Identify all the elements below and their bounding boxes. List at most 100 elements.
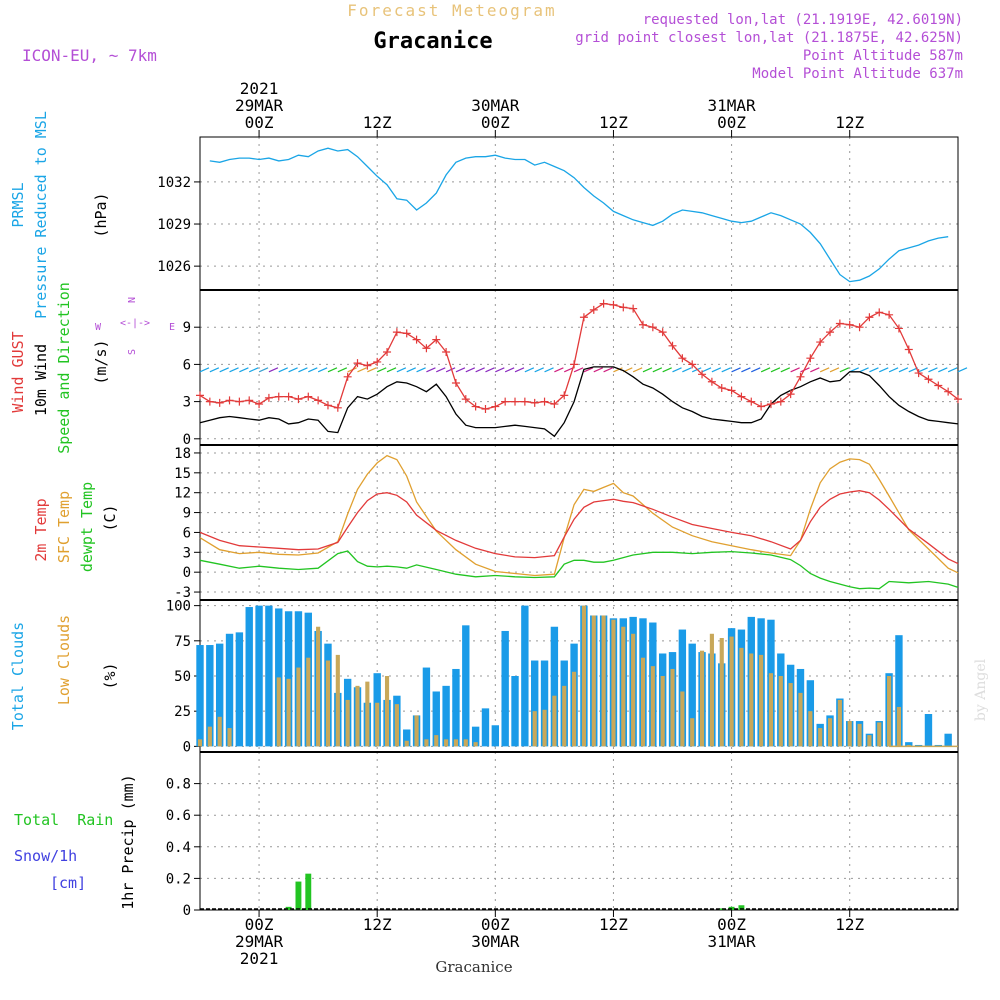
- gust-marker: [688, 360, 697, 369]
- y-tick-label: 9: [183, 506, 191, 522]
- low-cloud-bar: [355, 685, 360, 747]
- rain-bar: [305, 873, 312, 910]
- gust-marker: [865, 313, 874, 322]
- wind-direction-arrow: [406, 367, 416, 373]
- wind-direction-arrow: [711, 367, 722, 373]
- y-tick-label: 6: [183, 525, 191, 541]
- wind-direction-arrow: [524, 367, 535, 373]
- gust-marker: [550, 400, 559, 409]
- y-tick-label: 1029: [157, 217, 191, 233]
- gust-marker: [471, 402, 480, 411]
- wind-direction-arrow: [239, 367, 249, 373]
- total-cloud-bar: [491, 725, 500, 747]
- gust-marker: [954, 395, 962, 404]
- sfc-temp-label: SFC Temp: [55, 491, 73, 563]
- wind-direction-arrow: [475, 367, 485, 373]
- low-cloud-bar: [837, 699, 842, 747]
- rain-bar: [295, 881, 302, 910]
- low-cloud-bar: [808, 711, 813, 747]
- y-tick-label: 0: [183, 565, 191, 581]
- wind-direction-arrow: [288, 367, 298, 373]
- rain-bar: [718, 908, 725, 910]
- wind-direction-arrow: [603, 367, 613, 373]
- temp-unit: (C): [101, 504, 119, 531]
- gust-marker: [442, 348, 451, 356]
- gust-marker: [412, 335, 421, 344]
- gust-marker: [944, 387, 953, 396]
- y-tick-label: 75: [174, 634, 191, 650]
- low-cloud-bar: [316, 626, 321, 747]
- gust-marker: [579, 313, 588, 322]
- low-cloud-bar: [325, 660, 331, 747]
- low-cloud-bar: [601, 615, 606, 747]
- y-tick-label: 6: [183, 357, 191, 373]
- gust-marker: [560, 391, 569, 400]
- gust-marker: [284, 392, 293, 401]
- wind-direction-arrow: [790, 367, 800, 373]
- rain-bar: [738, 905, 745, 910]
- gust-marker: [363, 361, 372, 370]
- total-cloud-bar: [678, 629, 687, 747]
- low-clouds-label: Low Clouds: [55, 615, 73, 705]
- wind-direction-arrow: [682, 367, 692, 373]
- wind-direction-arrow: [928, 367, 938, 373]
- wind-direction-arrow: [367, 367, 377, 373]
- gust-marker: [264, 393, 273, 402]
- wind-direction-arrow: [780, 367, 791, 373]
- wind-direction-arrow: [869, 367, 879, 373]
- wind-direction-arrow: [583, 367, 594, 373]
- total-cloud-bar: [442, 685, 450, 747]
- low-cloud-bar: [384, 676, 390, 747]
- wind-speed-line: [199, 366, 959, 438]
- low-cloud-bar: [335, 654, 340, 747]
- low-cloud-bar: [296, 667, 301, 747]
- wind-direction-arrow: [268, 367, 279, 373]
- low-cloud-bar: [670, 668, 675, 747]
- low-cloud-bar: [650, 666, 655, 747]
- y-tick-label: 0.2: [166, 871, 191, 887]
- requested-coords: requested lon,lat (21.1919E, 42.6019N): [643, 12, 963, 28]
- wind-direction-arrow: [514, 367, 525, 373]
- gust-marker: [422, 344, 431, 353]
- gust-marker: [638, 320, 647, 329]
- bottom-time-label: 2021: [240, 949, 279, 968]
- gust-marker: [934, 381, 943, 390]
- gust-marker: [707, 377, 716, 386]
- total-cloud-bar: [215, 643, 224, 747]
- y-tick-label: 50: [174, 669, 191, 685]
- y-tick-label: 3: [183, 395, 191, 411]
- top-time-label: 30MAR: [471, 96, 520, 115]
- rain-bar: [285, 906, 292, 910]
- total-cloud-bar: [944, 733, 952, 747]
- total-cloud-bar: [452, 668, 460, 747]
- low-cloud-bar: [818, 728, 823, 747]
- wind-direction-arrow: [504, 367, 515, 373]
- low-cloud-bar: [690, 718, 695, 747]
- top-time-label: 00Z: [481, 113, 510, 132]
- y-tick-label: 15: [174, 466, 191, 482]
- wind-direction-arrow: [308, 367, 318, 373]
- wind-direction-arrow: [879, 367, 889, 373]
- wind-frame: [199, 289, 959, 446]
- wind-direction-arrow: [376, 367, 387, 373]
- total-cloud-bar: [521, 605, 529, 747]
- low-cloud-bar: [759, 654, 764, 747]
- y-tick-label: 0: [183, 903, 191, 919]
- low-cloud-bar: [365, 681, 370, 747]
- y-tick-label: 1032: [157, 175, 191, 191]
- wind-direction-arrow: [741, 367, 751, 373]
- wind-direction-arrow: [416, 367, 426, 373]
- bottom-time-label: 30MAR: [471, 932, 520, 951]
- low-cloud-bar: [719, 638, 724, 747]
- low-cloud-bar: [867, 735, 872, 747]
- wind-direction-arrow: [209, 367, 220, 373]
- gust-marker: [668, 341, 677, 350]
- low-cloud-bar: [660, 676, 665, 747]
- gust-marker: [609, 300, 618, 309]
- low-cloud-bar: [463, 739, 468, 747]
- total-cloud-bar: [540, 660, 549, 747]
- temp2m-line: [199, 490, 959, 565]
- low-cloud-bar: [621, 626, 626, 747]
- top-time-label: 12Z: [835, 113, 864, 132]
- low-cloud-bar: [453, 739, 459, 747]
